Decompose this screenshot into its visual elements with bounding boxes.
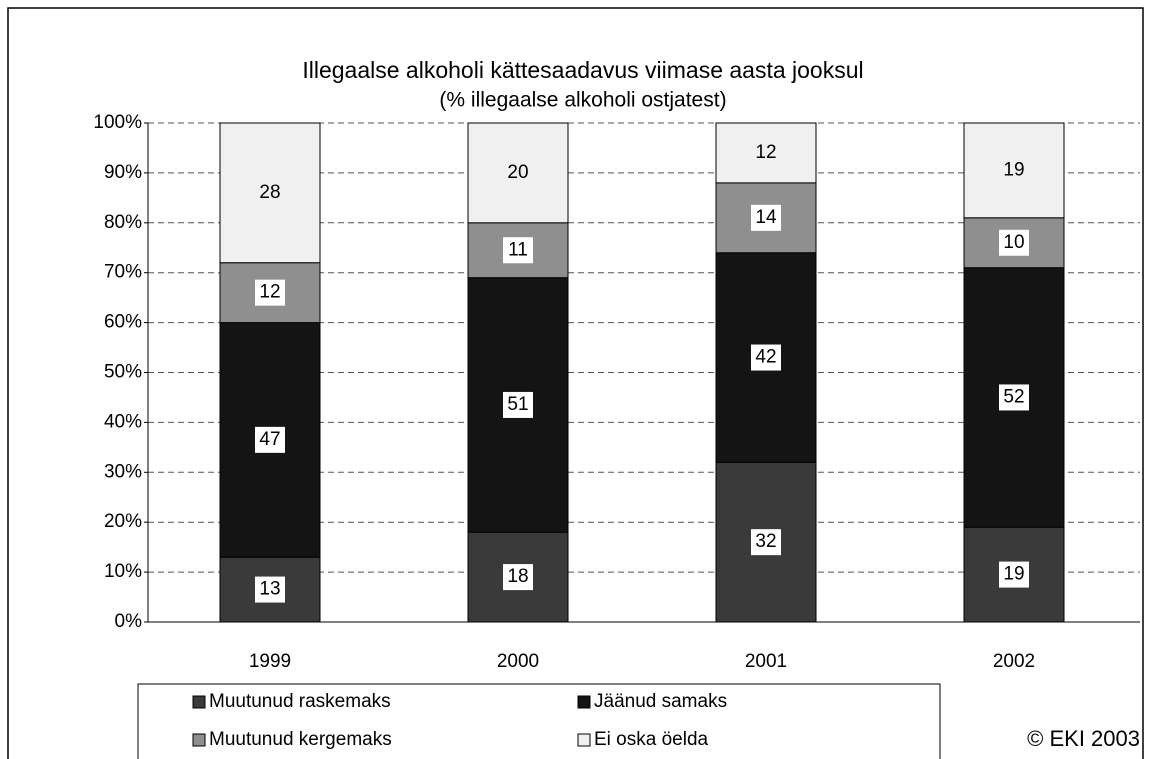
frame [7, 7, 1144, 759]
value-label: 28 [259, 182, 280, 203]
legend-swatch [577, 695, 591, 709]
copyright: © EKI 2003 [1027, 726, 1140, 751]
legend-label: Jäänud samaks [594, 691, 727, 712]
value-label-bg [751, 344, 781, 371]
value-label-bg [255, 576, 285, 603]
y-tick-label: 30% [104, 461, 142, 482]
bar-segment [219, 122, 321, 264]
x-tick-label: 1999 [249, 651, 291, 672]
y-tick-label: 60% [104, 312, 142, 333]
value-label: 12 [755, 142, 776, 163]
y-tick-label: 20% [104, 511, 142, 532]
legend-swatch [192, 733, 206, 747]
value-label: 11 [508, 239, 528, 260]
value-label-bg [255, 426, 285, 453]
value-label: 19 [1003, 564, 1024, 585]
legend-label: Muutunud raskemaks [209, 691, 391, 712]
value-label-bg [999, 229, 1029, 256]
value-label: 52 [1003, 386, 1024, 407]
value-label: 51 [507, 394, 528, 415]
value-label: 14 [755, 207, 777, 228]
value-label-bg [255, 279, 285, 306]
x-tick-label: 2001 [745, 651, 787, 672]
legend-swatch [192, 695, 206, 709]
value-label: 42 [755, 347, 776, 368]
x-tick-label: 2000 [497, 651, 539, 672]
value-label-bg [999, 384, 1029, 411]
legend-label: Muutunud kergemaks [209, 729, 392, 750]
y-tick-label: 70% [104, 262, 142, 283]
bar-segment [963, 122, 1065, 219]
legend-box [137, 683, 941, 759]
value-label-bg [503, 237, 533, 264]
value-label: 10 [1003, 232, 1024, 253]
bar-segment [963, 217, 1065, 269]
value-label: 47 [259, 429, 280, 450]
value-label: 19 [1003, 159, 1024, 180]
value-label-bg [503, 391, 533, 418]
y-tick-label: 100% [93, 112, 142, 133]
x-tick-label: 2002 [993, 651, 1035, 672]
bar-segment [715, 122, 817, 184]
value-label-bg [503, 564, 533, 591]
y-tick-label: 10% [104, 561, 142, 582]
legend-swatch [577, 733, 591, 747]
y-tick-label: 50% [104, 362, 142, 383]
value-label: 32 [755, 531, 776, 552]
value-label-bg [751, 529, 781, 556]
chart-title: Illegaalse alkoholi kättesaadavus viimas… [302, 57, 863, 83]
value-label: 12 [259, 282, 280, 303]
y-tick-label: 0% [115, 611, 143, 632]
value-label-bg [999, 561, 1029, 588]
legend-label: Ei oska öelda [594, 729, 709, 750]
value-label-bg [751, 204, 781, 231]
value-label: 13 [259, 579, 280, 600]
value-label: 20 [507, 162, 528, 183]
bar-segment [467, 122, 569, 224]
chart-subtitle: (% illegaalse alkoholi ostjatest) [439, 89, 726, 112]
y-tick-label: 90% [104, 162, 142, 183]
y-tick-label: 80% [104, 212, 142, 233]
value-label: 18 [507, 566, 528, 587]
y-tick-label: 40% [104, 411, 142, 432]
